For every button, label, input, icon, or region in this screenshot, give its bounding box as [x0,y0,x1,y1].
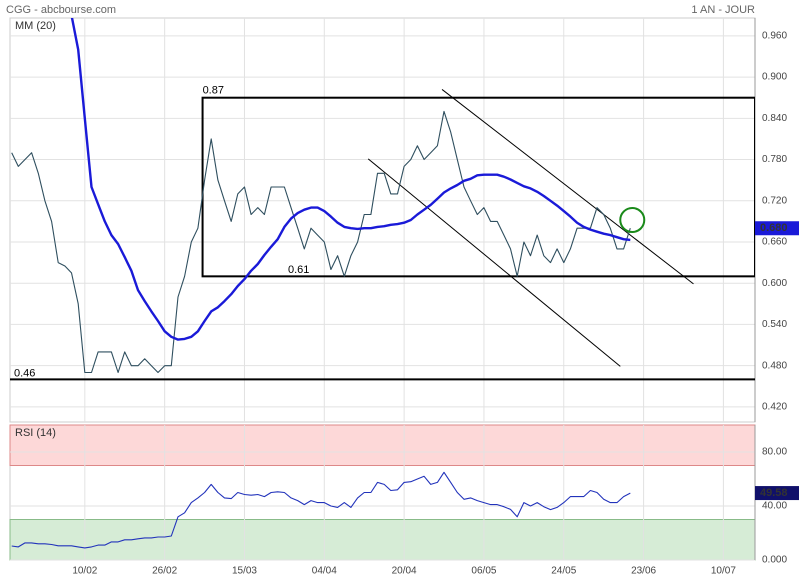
plot-clip [10,18,755,381]
highlight-circle [619,207,646,233]
y-tick-label: 0.660 [762,237,787,248]
plot-layer: 0.420 0.480 0.540 0.600 0.660 0.720 0.780 0.840… [9,17,799,577]
legend-label: MM (20) [15,20,56,32]
x-tick-label: 23/06 [631,566,656,577]
y-tick-label: 0.840 [762,113,787,124]
level-label: 0.87 [203,85,224,97]
series-line [11,471,631,549]
panel-frame [9,17,756,423]
x-tick-label: 26/02 [152,566,177,577]
series-line [11,110,631,374]
last-value-box [755,486,799,501]
x-tick-label: 06/05 [471,566,496,577]
x-tick-label: 04/04 [312,566,337,577]
level-label: 0.46 [14,367,35,379]
series-line [70,18,631,341]
last-value-label: 49.58 [760,487,788,499]
trend-line [367,158,621,367]
x-tick-label: 20/04 [392,566,417,577]
y-tick-label: 0.480 [762,360,787,371]
level-label: 0.61 [288,264,309,276]
trend-line [441,89,694,285]
y-tick-label: 0.600 [762,278,787,289]
x-tick-label: 10/07 [711,566,736,577]
y-tick-label: 0.000 [762,555,787,566]
chart-subtitle: 1 AN - JOUR [691,4,755,16]
chart-title: CGG - abcbourse.com [6,4,116,16]
y-tick-label: 0.720 [762,195,787,206]
x-tick-label: 10/02 [72,566,97,577]
y-tick-label: 40.00 [762,501,787,512]
range-box [201,96,755,278]
last-value-box [755,221,799,236]
y-tick-label: 0.960 [762,31,787,42]
y-tick-label: 0.900 [762,72,787,83]
y-tick-label: 0.780 [762,154,787,165]
x-tick-label: 15/03 [232,566,257,577]
legend-label: RSI (14) [15,427,56,439]
y-tick-label: 80.00 [762,447,787,458]
y-tick-label: 0.420 [762,402,787,413]
last-value-label: 0.680 [760,222,788,234]
x-tick-label: 24/05 [551,566,576,577]
rsi-zone [9,424,756,466]
y-tick-label: 0.540 [762,319,787,330]
